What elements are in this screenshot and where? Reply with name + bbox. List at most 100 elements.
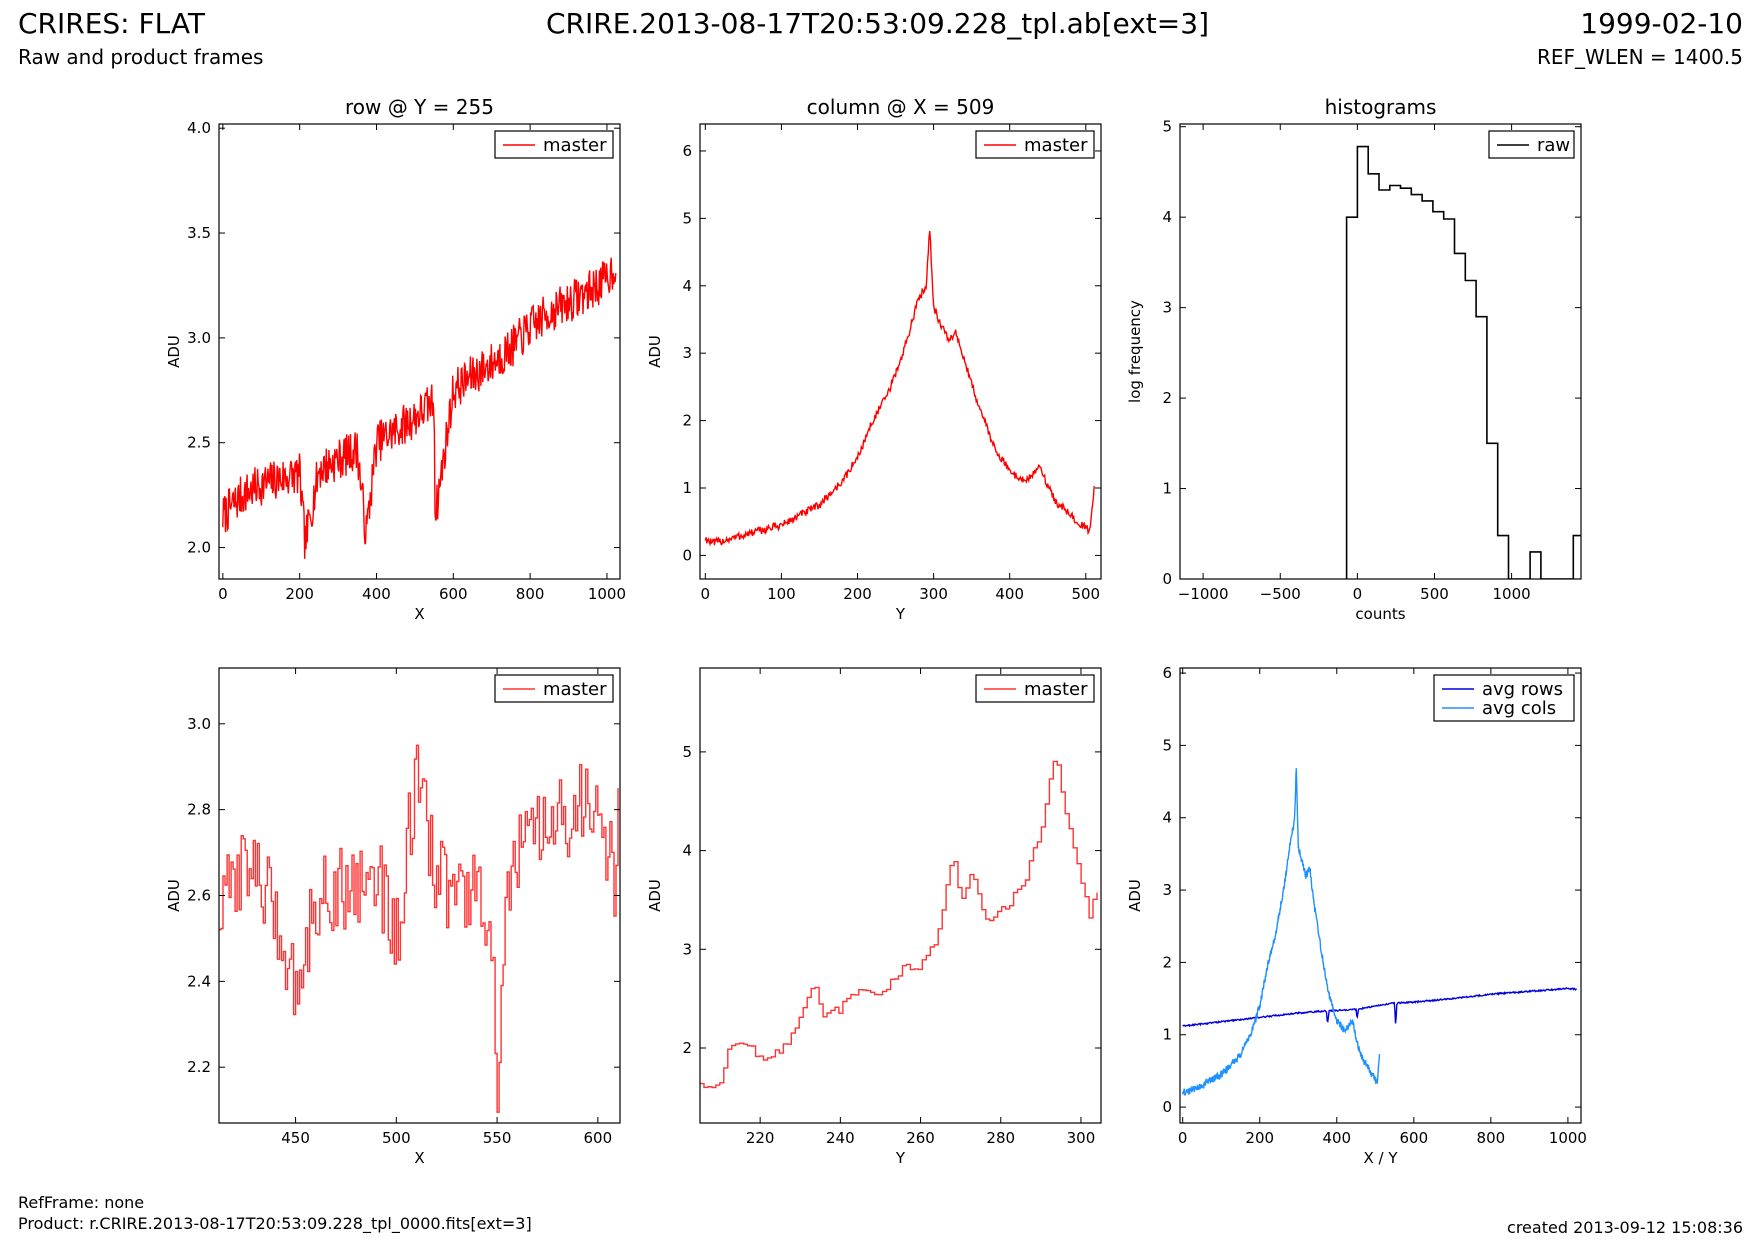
legend-label: master — [543, 679, 607, 700]
y-axis-label: ADU — [646, 335, 664, 368]
x-tick-label: 600 — [439, 585, 468, 603]
created-label: created 2013-09-12 15:08:36 — [1507, 1220, 1743, 1236]
y-tick-label: 3 — [1162, 881, 1172, 899]
x-tick-label: 0 — [1178, 1129, 1188, 1147]
y-tick-label: 4 — [1162, 208, 1172, 226]
y-tick-label: 2.5 — [187, 434, 211, 452]
legend-label: avg rows — [1482, 679, 1563, 700]
y-tick-label: 5 — [682, 743, 692, 761]
y-tick-label: 3.0 — [187, 715, 211, 733]
chart-title: histograms — [1325, 95, 1437, 119]
y-tick-label: 5 — [1162, 118, 1172, 136]
y-tick-label: 2 — [1162, 389, 1172, 407]
y-tick-label: 3 — [682, 940, 692, 958]
plot-frame — [219, 668, 620, 1123]
series-avg-cols — [1183, 768, 1380, 1095]
legend-label: master — [543, 135, 607, 156]
y-tick-label: 4 — [682, 842, 692, 860]
chart-title: row @ Y = 255 — [345, 95, 494, 119]
y-tick-label: 3 — [1162, 299, 1172, 317]
series-raw — [1347, 147, 1581, 579]
chart-histograms: −1000 −500 0 500 1000 0 1 2 3 4 5 counts log frequen… — [1126, 95, 1581, 623]
y-axis-label: ADU — [646, 879, 664, 912]
ref-frame-label: RefFrame: none — [18, 1195, 144, 1211]
y-axis-label: ADU — [165, 335, 183, 368]
x-tick-label: 0 — [1353, 585, 1363, 603]
y-tick-label: 4.0 — [187, 119, 211, 137]
y-tick-label: 0 — [1162, 1098, 1172, 1116]
legend-label: raw — [1537, 135, 1570, 156]
y-tick-label: 2 — [682, 1039, 692, 1057]
legend: raw — [1489, 131, 1574, 158]
plot-frame — [219, 124, 620, 579]
x-tick-label: 200 — [285, 585, 314, 603]
x-axis-label: Y — [895, 1149, 906, 1167]
y-tick-label: 1 — [682, 479, 692, 497]
x-tick-label: 300 — [1067, 1129, 1096, 1147]
legend-label: master — [1024, 679, 1088, 700]
series-avg-rows — [1183, 988, 1577, 1026]
x-tick-label: 800 — [516, 585, 545, 603]
x-tick-label: −500 — [1260, 585, 1301, 603]
y-tick-label: 2.6 — [187, 887, 211, 905]
y-tick-label: 2 — [1162, 953, 1172, 971]
x-tick-label: 600 — [584, 1129, 613, 1147]
x-tick-label: 220 — [746, 1129, 775, 1147]
x-tick-label: 300 — [919, 585, 948, 603]
series-master — [223, 258, 616, 559]
chart-row-zoom: 450 500 550 600 2.2 2.4 2.6 2.8 3.0 X ADU master — [165, 668, 620, 1167]
x-tick-label: 100 — [767, 585, 796, 603]
y-tick-label: 0 — [682, 546, 692, 564]
chart-column: 0 100 200 300 400 500 0 1 2 3 4 5 6 Y ADU column @ X = … — [646, 95, 1101, 623]
x-tick-label: 0 — [701, 585, 711, 603]
y-tick-label: 2 — [682, 412, 692, 430]
plot-frame — [700, 124, 1101, 579]
y-tick-label: 4 — [682, 277, 692, 295]
x-tick-label: 1000 — [1493, 585, 1531, 603]
y-tick-label: 1 — [1162, 1026, 1172, 1044]
x-tick-label: 500 — [1420, 585, 1449, 603]
x-tick-label: 1000 — [1549, 1129, 1587, 1147]
x-tick-label: 400 — [995, 585, 1024, 603]
plot-frame — [1180, 124, 1581, 579]
x-tick-label: 280 — [986, 1129, 1015, 1147]
legend-label: master — [1024, 135, 1088, 156]
chart-column-zoom: 220 240 260 280 300 2 3 4 5 Y ADU master — [646, 668, 1101, 1167]
x-tick-label: 450 — [281, 1129, 310, 1147]
x-tick-label: 800 — [1477, 1129, 1506, 1147]
x-tick-label: 240 — [826, 1129, 855, 1147]
x-tick-label: 500 — [382, 1129, 411, 1147]
y-tick-label: 5 — [1162, 736, 1172, 754]
chart-title: column @ X = 509 — [807, 95, 995, 119]
y-tick-label: 4 — [1162, 809, 1172, 827]
legend: master — [976, 131, 1094, 158]
legend: master — [495, 675, 613, 702]
chart-averages: 0 200 400 600 800 10000123456X / YADUavg rows… — [1126, 664, 1587, 1167]
legend: master — [495, 131, 613, 158]
x-tick-label: 0 — [218, 585, 228, 603]
y-tick-label: 2.4 — [187, 972, 211, 990]
x-axis-label: X — [414, 1149, 424, 1167]
y-axis-label: ADU — [165, 879, 183, 912]
product-label: Product: r.CRIRE.2013-08-17T20:53:09.228… — [18, 1216, 532, 1232]
y-tick-label: 5 — [682, 209, 692, 227]
x-tick-label: 200 — [843, 585, 872, 603]
x-axis-label: Y — [895, 605, 906, 623]
series-master — [700, 761, 1097, 1087]
y-tick-label: 1 — [1162, 480, 1172, 498]
y-axis-label: ADU — [1126, 879, 1144, 912]
y-tick-label: 0 — [1162, 570, 1172, 588]
x-tick-label: 200 — [1245, 1129, 1274, 1147]
y-tick-label: 3.5 — [187, 224, 211, 242]
x-tick-label: 550 — [483, 1129, 512, 1147]
y-tick-label: 2.2 — [187, 1058, 211, 1076]
y-tick-label: 6 — [682, 142, 692, 160]
x-tick-label: 400 — [362, 585, 391, 603]
x-tick-label: 600 — [1400, 1129, 1429, 1147]
x-tick-label: 260 — [906, 1129, 935, 1147]
plot-frame — [700, 668, 1101, 1123]
series-master — [705, 231, 1094, 545]
x-axis-label: X — [414, 605, 424, 623]
y-tick-label: 3 — [682, 344, 692, 362]
